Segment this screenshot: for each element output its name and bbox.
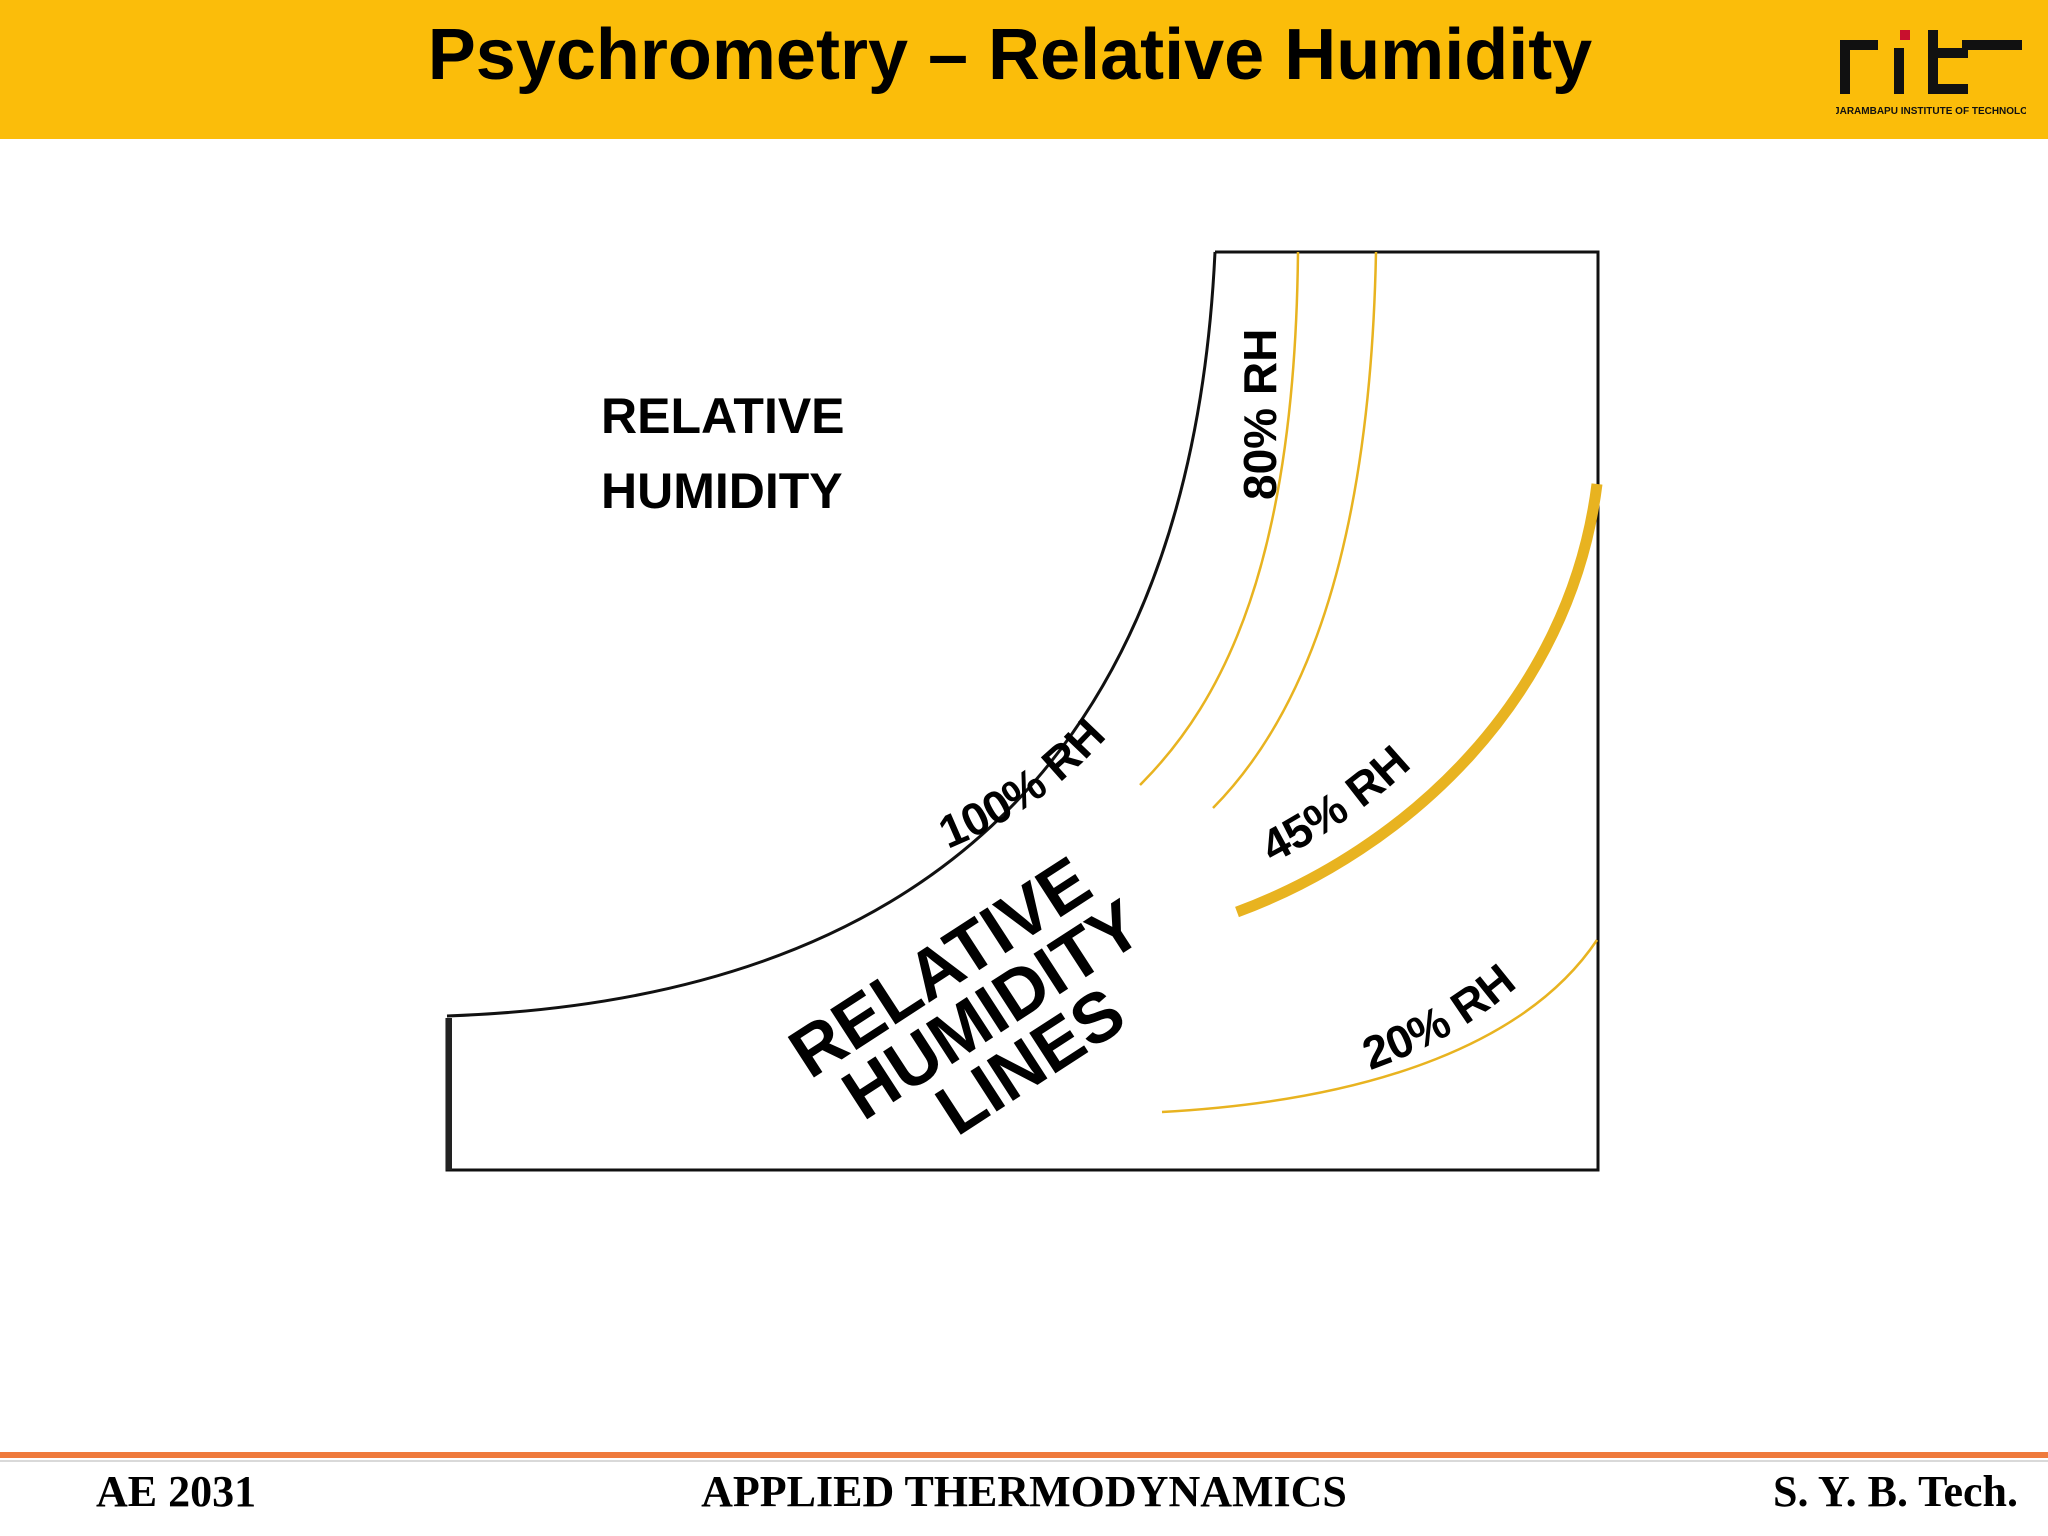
rit-logo-mark xyxy=(1840,30,2022,94)
diagram-heading-line2: HUMIDITY xyxy=(601,463,843,519)
title-bar: Psychrometry – Relative Humidity xyxy=(0,0,2048,139)
label-100-rh: 100% RH xyxy=(931,708,1115,859)
diagram-heading-line1: RELATIVE xyxy=(601,388,845,444)
curve-100-rh xyxy=(446,251,1217,1018)
label-45-rh: 45% RH xyxy=(1252,735,1419,873)
logo-caption: RAJARAMBAPU INSTITUTE OF TECHNOLOGY xyxy=(1836,106,2026,117)
slide-title: Psychrometry – Relative Humidity xyxy=(427,15,1593,95)
curve-20-rh xyxy=(1161,939,1599,1114)
rit-logo: RAJARAMBAPU INSTITUTE OF TECHNOLOGY xyxy=(1836,30,2026,117)
center-caption: RELATIVE HUMIDITY LINES xyxy=(776,841,1156,1149)
curve-unlabeled-rh xyxy=(1212,251,1378,809)
footer-rule xyxy=(0,1452,2048,1458)
footer-course-code: AE 2031 xyxy=(96,1467,257,1516)
footer-class: S. Y. B. Tech. xyxy=(1773,1467,2018,1516)
curve-45-rh xyxy=(1235,483,1603,918)
footer-rule-shadow xyxy=(0,1460,2048,1462)
label-20-rh: 20% RH xyxy=(1355,953,1524,1079)
curve-80-rh xyxy=(1139,251,1300,786)
footer-course-name: APPLIED THERMODYNAMICS xyxy=(701,1467,1347,1516)
label-80-rh: 80% RH xyxy=(1234,329,1286,500)
